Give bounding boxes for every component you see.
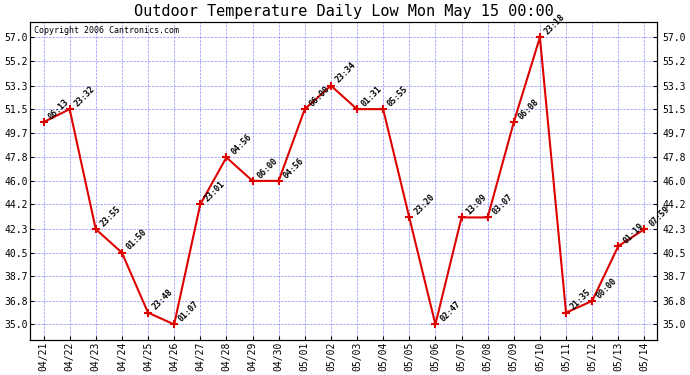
Text: 23:34: 23:34: [334, 61, 357, 85]
Text: 05:55: 05:55: [386, 84, 410, 108]
Text: 21:35: 21:35: [569, 288, 593, 312]
Text: 23:01: 23:01: [203, 180, 227, 204]
Text: 01:19: 01:19: [621, 221, 645, 245]
Text: 23:20: 23:20: [412, 193, 436, 217]
Text: 07:59: 07:59: [647, 204, 671, 228]
Text: 23:48: 23:48: [151, 288, 175, 312]
Text: 01:31: 01:31: [359, 84, 384, 108]
Text: 01:07: 01:07: [177, 300, 201, 324]
Text: 06:08: 06:08: [517, 98, 540, 122]
Text: 23:18: 23:18: [542, 12, 566, 37]
Text: 03:07: 03:07: [491, 193, 515, 217]
Text: Copyright 2006 Cantronics.com: Copyright 2006 Cantronics.com: [34, 27, 179, 36]
Text: 06:00: 06:00: [255, 156, 279, 180]
Text: 04:56: 04:56: [229, 133, 253, 157]
Text: 23:32: 23:32: [72, 84, 97, 108]
Text: 23:55: 23:55: [99, 204, 123, 228]
Text: 06:13: 06:13: [46, 98, 70, 122]
Text: 13:09: 13:09: [464, 193, 489, 217]
Title: Outdoor Temperature Daily Low Mon May 15 00:00: Outdoor Temperature Daily Low Mon May 15…: [134, 4, 554, 19]
Text: 00:00: 00:00: [595, 276, 619, 300]
Text: 04:56: 04:56: [282, 156, 306, 180]
Text: 06:00: 06:00: [308, 84, 332, 108]
Text: 02:47: 02:47: [438, 300, 462, 324]
Text: 01:50: 01:50: [125, 228, 149, 252]
